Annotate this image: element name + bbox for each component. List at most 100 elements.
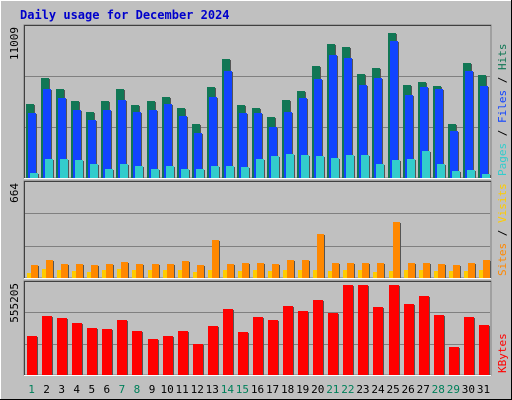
day-label-16: 16 bbox=[251, 383, 264, 396]
day-label-28: 28 bbox=[432, 383, 445, 396]
bar-files-day-29 bbox=[450, 131, 458, 178]
bar-files-day-16 bbox=[254, 113, 262, 178]
day-label-14: 14 bbox=[221, 383, 235, 396]
bar-sites-day-16 bbox=[257, 263, 264, 278]
bar-sites-day-6 bbox=[106, 264, 113, 278]
bar-visits-day-27 bbox=[419, 270, 425, 278]
day-label-17: 17 bbox=[266, 383, 279, 396]
bar-files-day-12 bbox=[194, 133, 202, 178]
bar-pages-day-24 bbox=[376, 164, 384, 178]
legend-separator: / bbox=[496, 70, 509, 90]
bar-pages-day-17 bbox=[271, 156, 279, 178]
bar-visits-day-16 bbox=[253, 270, 259, 278]
bar-kbytes-day-1 bbox=[27, 336, 37, 375]
bar-files-day-22 bbox=[344, 58, 352, 178]
bar-kbytes-day-12 bbox=[193, 344, 203, 375]
bar-pages-day-1 bbox=[30, 173, 38, 178]
bar-files-day-21 bbox=[329, 55, 337, 178]
day-label-6: 6 bbox=[104, 383, 111, 396]
bar-visits-day-20 bbox=[313, 270, 319, 278]
day-label-1: 1 bbox=[28, 383, 35, 396]
bar-sites-day-14 bbox=[227, 264, 234, 278]
legend-item-visits: Visits bbox=[496, 183, 509, 223]
day-label-18: 18 bbox=[281, 383, 294, 396]
bar-files-day-13 bbox=[209, 97, 217, 178]
bar-visits-day-22 bbox=[343, 270, 349, 278]
bar-files-day-28 bbox=[435, 89, 443, 178]
day-label-11: 11 bbox=[176, 383, 189, 396]
bar-files-day-1 bbox=[28, 113, 36, 178]
bar-kbytes-day-18 bbox=[283, 306, 293, 375]
bar-visits-day-11 bbox=[178, 270, 184, 278]
bar-kbytes-day-6 bbox=[102, 329, 112, 375]
day-label-30: 30 bbox=[462, 383, 475, 396]
day-label-4: 4 bbox=[73, 383, 80, 396]
bar-pages-day-27 bbox=[422, 151, 430, 178]
bar-pages-day-21 bbox=[331, 158, 339, 178]
chart-title: Daily usage for December 2024 bbox=[20, 8, 230, 22]
day-label-13: 13 bbox=[206, 383, 219, 396]
bar-files-day-31 bbox=[480, 86, 488, 178]
bar-kbytes-day-5 bbox=[87, 328, 97, 375]
day-label-22: 22 bbox=[341, 383, 354, 396]
legend-separator: / bbox=[496, 223, 509, 243]
chart-panels: 11009 Pages / Files / Hits 664 Sites / Visi… bbox=[8, 24, 509, 376]
bar-visits-day-21 bbox=[328, 271, 334, 278]
bar-visits-day-23 bbox=[358, 270, 364, 278]
bar-pages-day-7 bbox=[120, 164, 128, 178]
bar-pages-day-4 bbox=[75, 160, 83, 178]
bar-visits-day-24 bbox=[373, 272, 379, 278]
bar-visits-day-29 bbox=[449, 271, 455, 278]
day-label-20: 20 bbox=[311, 383, 324, 396]
day-label-5: 5 bbox=[88, 383, 95, 396]
bar-kbytes-day-8 bbox=[132, 331, 142, 375]
bar-files-day-20 bbox=[314, 79, 322, 178]
bar-kbytes-day-27 bbox=[419, 296, 429, 375]
bar-sites-day-30 bbox=[468, 263, 475, 278]
bar-pages-day-28 bbox=[437, 164, 445, 178]
bar-pages-day-11 bbox=[181, 169, 189, 178]
panel-requests-legend: Pages / Files / Hits bbox=[496, 44, 509, 177]
bar-sites-day-26 bbox=[408, 263, 415, 278]
bar-sites-day-25 bbox=[393, 222, 400, 278]
bar-pages-day-29 bbox=[452, 171, 460, 178]
bar-files-day-3 bbox=[58, 98, 66, 178]
bar-sites-day-20 bbox=[317, 234, 324, 278]
bar-files-day-30 bbox=[465, 71, 473, 178]
bar-kbytes-day-26 bbox=[404, 304, 414, 375]
bar-visits-day-8 bbox=[132, 270, 138, 278]
bar-files-day-2 bbox=[43, 89, 51, 178]
bar-kbytes-day-4 bbox=[72, 323, 82, 375]
bar-sites-day-3 bbox=[61, 264, 68, 278]
legend-separator: / bbox=[496, 123, 509, 143]
bar-kbytes-day-21 bbox=[328, 313, 338, 375]
bar-visits-day-1 bbox=[27, 273, 33, 278]
bar-files-day-17 bbox=[269, 127, 277, 178]
day-label-19: 19 bbox=[296, 383, 309, 396]
bar-files-day-7 bbox=[118, 100, 126, 178]
legend-item-pages: Pages bbox=[496, 143, 509, 176]
bar-files-day-10 bbox=[164, 104, 172, 178]
legend-item-files: Files bbox=[496, 90, 509, 123]
panel-visits: 664 Sites / Visits bbox=[8, 180, 509, 279]
bar-sites-day-9 bbox=[152, 264, 159, 278]
bar-sites-day-31 bbox=[483, 260, 490, 278]
bar-kbytes-day-7 bbox=[117, 320, 127, 375]
bar-sites-day-2 bbox=[46, 260, 53, 278]
day-label-25: 25 bbox=[386, 383, 399, 396]
bar-visits-day-7 bbox=[117, 269, 123, 278]
bar-sites-day-7 bbox=[121, 262, 128, 278]
bar-pages-day-12 bbox=[196, 169, 204, 178]
bar-files-day-9 bbox=[149, 110, 157, 178]
bar-kbytes-day-3 bbox=[57, 318, 67, 375]
bar-kbytes-day-11 bbox=[178, 331, 188, 375]
bar-visits-day-25 bbox=[389, 271, 395, 278]
legend-item-kbytes: KBytes bbox=[496, 333, 509, 373]
bar-sites-day-4 bbox=[76, 264, 83, 278]
bar-kbytes-day-22 bbox=[343, 285, 353, 375]
day-label-21: 21 bbox=[326, 383, 339, 396]
bar-pages-day-26 bbox=[407, 159, 415, 178]
bar-sites-day-13 bbox=[212, 240, 219, 278]
bar-visits-day-12 bbox=[193, 272, 199, 278]
